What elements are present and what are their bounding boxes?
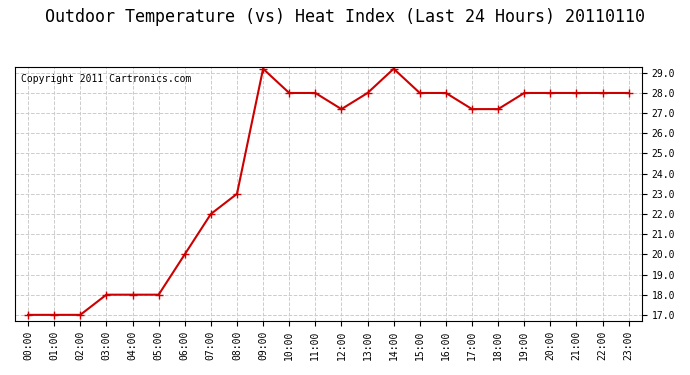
Text: Copyright 2011 Cartronics.com: Copyright 2011 Cartronics.com: [21, 74, 192, 84]
Text: Outdoor Temperature (vs) Heat Index (Last 24 Hours) 20110110: Outdoor Temperature (vs) Heat Index (Las…: [45, 8, 645, 26]
